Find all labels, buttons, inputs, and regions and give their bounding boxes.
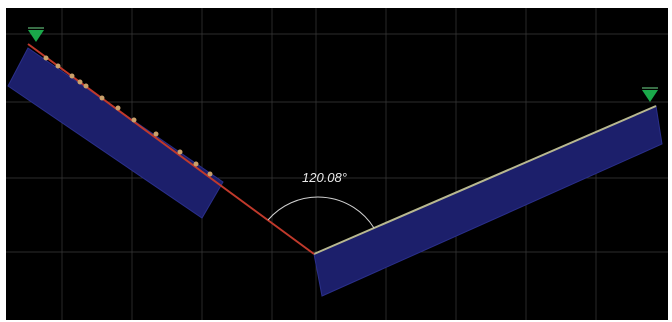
right-section-edge [313, 105, 657, 255]
weld-bead [193, 161, 199, 167]
cad-viewport[interactable]: 120.08° [6, 8, 668, 320]
support-marker-right[interactable] [642, 87, 658, 102]
weld-bead [153, 131, 159, 137]
support-triangle-icon [28, 30, 44, 42]
weld-bead [55, 63, 61, 69]
right-section-plate[interactable] [313, 105, 663, 297]
angle-label: 120.08° [302, 170, 347, 185]
centerline-left [27, 43, 315, 255]
weld-bead [207, 171, 213, 177]
weld-bead [115, 105, 121, 111]
left-section-plate[interactable] [7, 47, 224, 219]
weld-bead [99, 95, 105, 101]
weld-bead [177, 149, 183, 155]
weld-bead [77, 79, 83, 85]
drawing-canvas: 120.08° [6, 8, 668, 320]
weld-bead [43, 55, 49, 61]
weld-bead [131, 117, 137, 123]
support-marker-left[interactable] [28, 27, 44, 42]
weld-bead [83, 83, 89, 89]
weld-beads [43, 55, 213, 177]
support-triangle-icon [642, 90, 658, 102]
angle-arc [267, 196, 375, 229]
weld-bead [69, 73, 75, 79]
